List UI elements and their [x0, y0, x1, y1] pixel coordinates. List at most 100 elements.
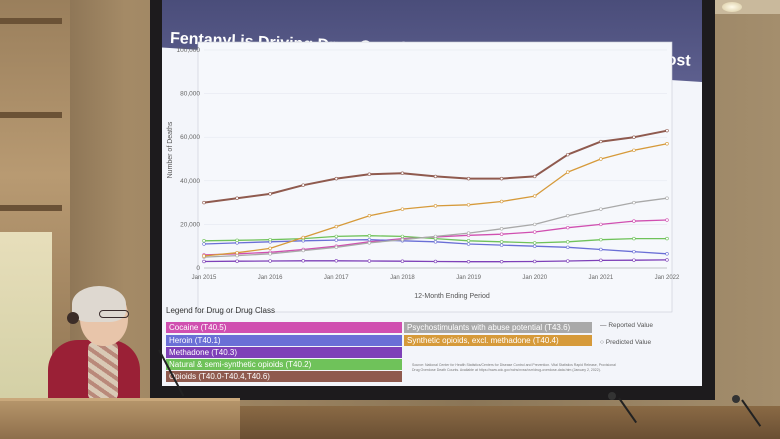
data-point [599, 222, 603, 227]
data-point [632, 135, 636, 139]
data-point [202, 239, 206, 243]
chart-ticks: 0 20,000 40,000 60,000 80,000 100,000 Jan 2015… [177, 47, 681, 281]
x-tick-label: Jan 2020 [522, 275, 547, 281]
y-tick-label: 40,000 [180, 178, 200, 185]
data-point [334, 245, 338, 249]
data-point [533, 259, 537, 264]
data-point [499, 243, 504, 247]
x-tick-label: Jan 2018 [390, 275, 415, 281]
data-point [533, 230, 537, 234]
data-point [599, 157, 603, 161]
data-point [268, 259, 272, 263]
data-point [499, 176, 504, 181]
predicted-value-label: Predicted Value [605, 339, 652, 346]
x-axis-label: 12-Month Ending Period [414, 293, 490, 300]
data-point [466, 176, 471, 181]
ceiling-light [722, 2, 742, 12]
speaker-glasses [99, 310, 129, 318]
data-point [301, 248, 305, 253]
data-point [665, 128, 669, 133]
data-point [499, 240, 504, 244]
data-point [533, 194, 537, 198]
data-point [566, 152, 570, 157]
data-point [632, 200, 636, 205]
reported-value-key: — Reported Value [600, 322, 653, 329]
data-point [499, 259, 504, 264]
data-point [400, 237, 405, 242]
data-point [433, 259, 438, 264]
legend-natural-semisynthetic: Natural & semi-synthetic opioids (T40.2) [166, 359, 402, 370]
data-point [367, 259, 372, 263]
y-tick-label: 100,000 [177, 47, 201, 54]
chart-series-group [202, 128, 669, 264]
legend-heroin: Heroin (T40.1) [166, 335, 402, 346]
data-point [533, 244, 537, 248]
reported-value-label: Reported Value [608, 322, 653, 329]
data-point [466, 203, 471, 207]
data-point [566, 213, 570, 218]
data-point [268, 252, 272, 256]
x-tick-label: Jan 2015 [192, 275, 217, 281]
data-point [433, 174, 438, 179]
legend-psychostimulants: Psychostimulants with abuse potential (T… [404, 322, 592, 333]
data-point [235, 253, 239, 258]
data-point [665, 142, 669, 146]
lit-doorway [0, 232, 52, 402]
data-point [235, 238, 239, 243]
data-point [367, 172, 372, 176]
data-point [334, 238, 338, 242]
data-point [632, 258, 636, 262]
x-tick-label: Jan 2021 [589, 275, 614, 281]
data-point [599, 207, 603, 211]
overdose-line-chart: 0 20,000 40,000 60,000 80,000 100,000 Jan 2015… [167, 41, 681, 313]
speaker-hair-bun [67, 312, 79, 324]
wall-shelf [0, 18, 62, 24]
desk-microphone-head [608, 392, 616, 400]
data-point [334, 224, 338, 229]
data-point [367, 237, 372, 242]
data-point [301, 235, 305, 240]
x-tick-label: Jan 2019 [456, 275, 481, 281]
legend-methadone: Methadone (T40.3) [166, 347, 402, 358]
data-point [499, 199, 504, 204]
data-point [301, 259, 305, 263]
data-point [566, 225, 570, 230]
y-axis-label: Number of Deaths [167, 121, 174, 178]
legend-synthetic-opioids: Synthetic opioids, excl. methadone (T40.… [404, 335, 592, 346]
data-point [665, 196, 669, 200]
podium [0, 398, 240, 439]
data-point [566, 245, 570, 249]
panel-desk [240, 406, 780, 439]
data-point [665, 252, 669, 256]
data-point [499, 232, 504, 236]
data-point [433, 204, 438, 208]
data-point [202, 242, 206, 246]
legend-cocaine: Cocaine (T40.5) [166, 322, 402, 333]
data-point [202, 254, 206, 258]
data-point [533, 174, 537, 179]
projected-slide: Fentanyl is Driving Drug Overdose Deaths… [162, 0, 702, 386]
data-point [334, 176, 338, 181]
data-point [599, 139, 603, 144]
x-tick-label: Jan 2017 [324, 275, 349, 281]
data-point [632, 249, 636, 254]
data-point [599, 258, 603, 263]
data-point [599, 247, 603, 252]
data-point [400, 207, 405, 211]
data-point [334, 259, 338, 263]
y-tick-label: 80,000 [180, 91, 200, 98]
data-point [499, 227, 504, 231]
data-point [433, 234, 438, 239]
data-point [400, 234, 405, 239]
wall-shelf [0, 205, 62, 211]
data-point [566, 259, 570, 263]
legend-title: Legend for Drug or Drug Class [166, 306, 275, 315]
data-point [202, 259, 206, 264]
source-footnote: Source: National Center for Health Stati… [412, 363, 616, 372]
data-point [367, 213, 372, 218]
data-point [599, 237, 603, 242]
data-point [334, 234, 338, 239]
data-point [632, 219, 636, 223]
data-point [533, 222, 537, 227]
